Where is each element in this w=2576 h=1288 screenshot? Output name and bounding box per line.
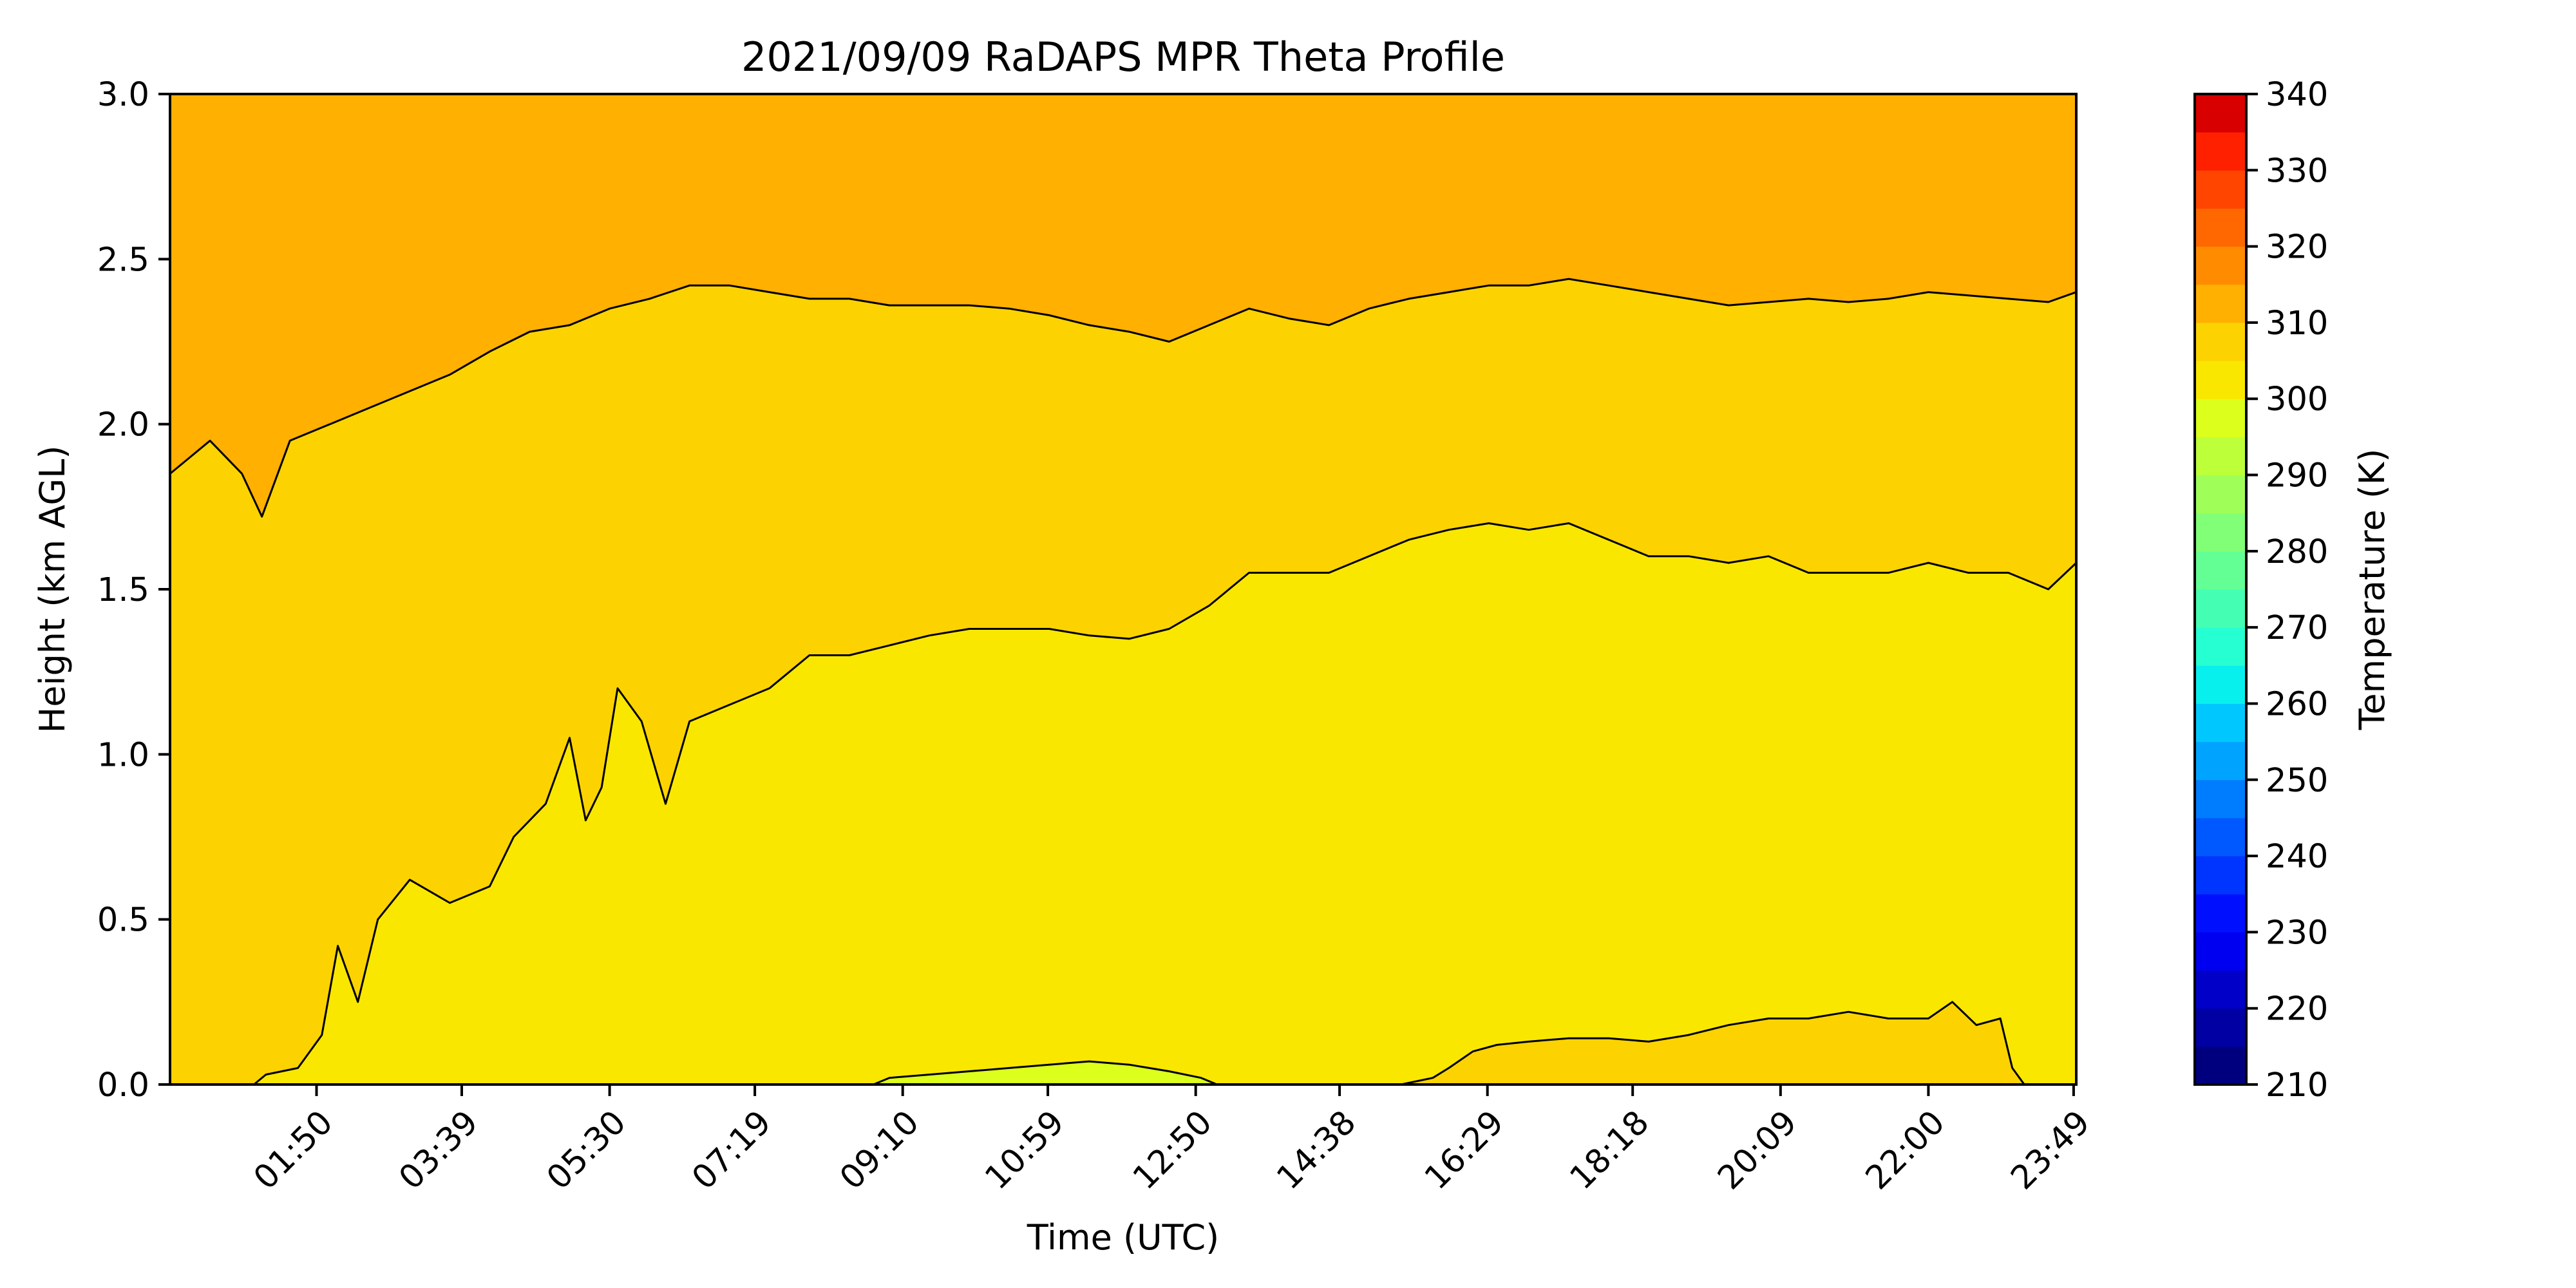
band-300-305 <box>170 523 2076 1084</box>
x-tick-label: 16:29 <box>1417 1103 1511 1197</box>
contour-line-310 <box>169 278 2077 518</box>
colorbar-label: Temperature (K) <box>2352 449 2392 731</box>
colorbar-swatch <box>2195 208 2246 247</box>
colorbar-tick-label: 220 <box>2266 990 2328 1028</box>
colorbar-swatch <box>2195 741 2246 781</box>
colorbar-swatch <box>2195 475 2246 514</box>
y-tick-label: 1.5 <box>97 571 149 609</box>
y-tick-label: 2.5 <box>97 241 149 279</box>
y-tick-label: 0.0 <box>97 1066 149 1104</box>
band-310-315 <box>170 94 2076 517</box>
colorbar-swatch <box>2195 284 2246 323</box>
colorbar-swatch <box>2195 932 2246 971</box>
contour-line-300 <box>1400 1001 2025 1086</box>
x-axis-label: Time (UTC) <box>1027 1217 1220 1258</box>
x-tick-label: 05:30 <box>540 1103 634 1197</box>
colorbar-swatch <box>2195 779 2246 819</box>
contour-line-305 <box>170 522 2078 1086</box>
x-tick-label: 10:59 <box>978 1103 1072 1197</box>
colorbar-swatch <box>2195 1046 2246 1085</box>
x-tick-label: 12:50 <box>1126 1103 1220 1197</box>
x-tick-label: 20:09 <box>1710 1103 1804 1197</box>
x-tick-label: 22:00 <box>1859 1103 1953 1197</box>
colorbar-tick-label: 230 <box>2266 914 2328 952</box>
colorbar-swatch <box>2195 94 2246 133</box>
colorbar-bands <box>2195 94 2246 1085</box>
band-305-310-surface <box>1401 1001 2025 1084</box>
colorbar-swatch <box>2195 970 2246 1009</box>
colorbar-swatch <box>2195 1008 2246 1047</box>
colorbar-tick-label: 270 <box>2266 609 2328 647</box>
contour-line-295 <box>873 1060 1218 1086</box>
y-axis-ticks: 0.0 0.5 1.0 1.5 2.0 2.5 3.0 <box>97 76 170 1104</box>
y-tick-label: 1.0 <box>97 736 149 774</box>
colorbar-tick-label: 290 <box>2266 457 2328 495</box>
colorbar-swatch <box>2195 132 2246 171</box>
colorbar-swatch <box>2195 627 2246 666</box>
colorbar-tick-label: 250 <box>2266 762 2328 800</box>
chart-title: 2021/09/09 RaDAPS MPR Theta Profile <box>741 33 1505 80</box>
colorbar-tick-label: 240 <box>2266 838 2328 876</box>
colorbar-swatch <box>2195 399 2246 437</box>
colorbar-tick-label: 330 <box>2266 152 2328 190</box>
y-tick-label: 0.5 <box>97 902 149 940</box>
temperature-bands <box>170 94 2076 1084</box>
colorbar-tick-label: 310 <box>2266 305 2328 343</box>
y-tick-label: 3.0 <box>97 76 149 114</box>
colorbar-swatch <box>2195 665 2246 704</box>
colorbar-tick-label: 340 <box>2266 76 2328 114</box>
colorbar-tick-label: 320 <box>2266 229 2328 267</box>
colorbar-swatch <box>2195 817 2246 857</box>
colorbar: 210 220 230 240 250 260 270 280 290 300 310 320 330 3… <box>2193 76 2392 1104</box>
contour-lines <box>169 278 2078 1086</box>
x-tick-label: 01:50 <box>247 1103 341 1197</box>
colorbar-swatch <box>2195 703 2246 743</box>
x-tick-label: 07:19 <box>685 1103 779 1197</box>
x-tick-label: 09:10 <box>833 1103 927 1197</box>
colorbar-swatch <box>2195 551 2246 590</box>
band-295-300 <box>873 1061 1217 1084</box>
colorbar-frame <box>2193 93 2248 1086</box>
colorbar-tick-label: 300 <box>2266 381 2328 419</box>
plot-area: 0.0 0.5 1.0 1.5 2.0 2.5 3.0 01:50 03:39 05:30 07:… <box>97 76 2098 1197</box>
colorbar-ticks: 210 220 230 240 250 260 270 280 290 300 310 320 330 3… <box>2246 76 2328 1104</box>
colorbar-tick-label: 260 <box>2266 685 2328 723</box>
x-axis-ticks: 01:50 03:39 05:30 07:19 09:10 10:59 12:50 14:38… <box>247 1084 2098 1197</box>
y-tick-label: 2.0 <box>97 406 149 444</box>
x-tick-label: 18:18 <box>1563 1103 1657 1197</box>
colorbar-swatch <box>2195 894 2246 933</box>
x-tick-label: 14:38 <box>1270 1103 1364 1197</box>
colorbar-swatch <box>2195 361 2246 399</box>
colorbar-swatch <box>2195 856 2246 895</box>
colorbar-swatch <box>2195 513 2246 552</box>
x-tick-label: 03:39 <box>392 1103 486 1197</box>
colorbar-tick-label: 280 <box>2266 533 2328 571</box>
colorbar-swatch <box>2195 437 2246 476</box>
y-axis-label: Height (km AGL) <box>32 446 73 734</box>
colorbar-swatch <box>2195 246 2246 285</box>
colorbar-swatch <box>2195 589 2246 628</box>
colorbar-tick-label: 210 <box>2266 1066 2328 1104</box>
x-tick-label: 23:49 <box>2003 1103 2098 1197</box>
colorbar-swatch <box>2195 170 2246 209</box>
colorbar-swatch <box>2195 322 2246 361</box>
